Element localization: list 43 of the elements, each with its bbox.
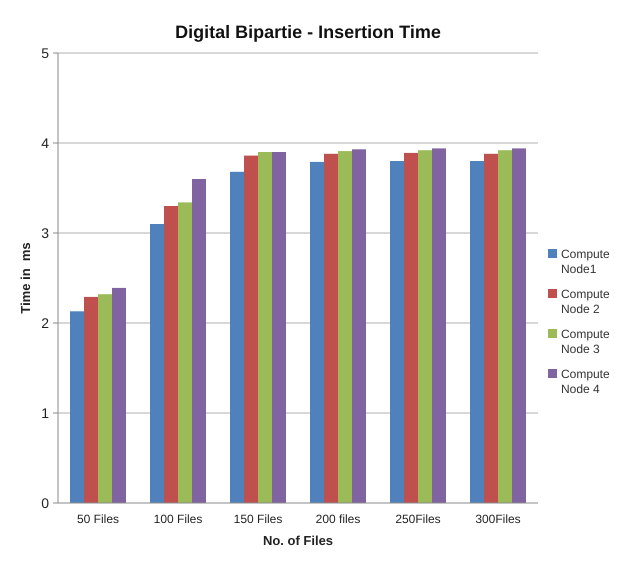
x-tick-label: 250Files xyxy=(395,512,441,526)
bar xyxy=(258,152,272,503)
legend-label: Compute Node 4 xyxy=(561,367,610,396)
x-tick-label: 300Files xyxy=(475,512,521,526)
x-tick-label: 50 Files xyxy=(76,512,120,526)
y-tick-label: 1 xyxy=(41,405,50,421)
legend-label: Compute Node 3 xyxy=(561,327,610,356)
bar xyxy=(192,179,206,503)
legend-label: Compute Node 2 xyxy=(561,287,610,316)
legend-label: Compute Node1 xyxy=(561,247,610,276)
y-tick-label: 2 xyxy=(41,315,50,331)
bar xyxy=(484,154,498,503)
bar xyxy=(164,206,178,503)
bar xyxy=(324,154,338,503)
bar xyxy=(112,288,126,503)
bar xyxy=(150,224,164,503)
y-axis-title: Time in ms xyxy=(18,242,33,314)
y-tick-label: 4 xyxy=(41,135,50,151)
bar xyxy=(512,148,526,503)
bar xyxy=(230,172,244,503)
bar xyxy=(390,161,404,503)
y-tick-label: 3 xyxy=(41,225,50,241)
bar xyxy=(70,311,84,503)
bar xyxy=(272,152,286,503)
bar xyxy=(470,161,484,503)
bar xyxy=(498,150,512,503)
bar xyxy=(432,148,446,503)
x-axis-title: No. of Files xyxy=(262,533,334,548)
bar xyxy=(98,294,112,503)
bar xyxy=(352,149,366,503)
bar xyxy=(418,150,432,503)
x-tick-label: 200 files xyxy=(316,512,360,526)
y-tick-label: 0 xyxy=(41,495,50,511)
y-tick-label: 5 xyxy=(41,45,50,61)
bar xyxy=(84,296,98,503)
bar xyxy=(310,162,324,503)
bar xyxy=(404,152,418,503)
bar xyxy=(338,151,352,503)
x-tick-label: 150 Files xyxy=(234,512,282,526)
chart-title: Digital Bipartie - Insertion Time xyxy=(175,22,441,42)
bar xyxy=(244,156,258,503)
x-tick-label: 100 Files xyxy=(154,512,202,526)
bar xyxy=(178,202,192,503)
